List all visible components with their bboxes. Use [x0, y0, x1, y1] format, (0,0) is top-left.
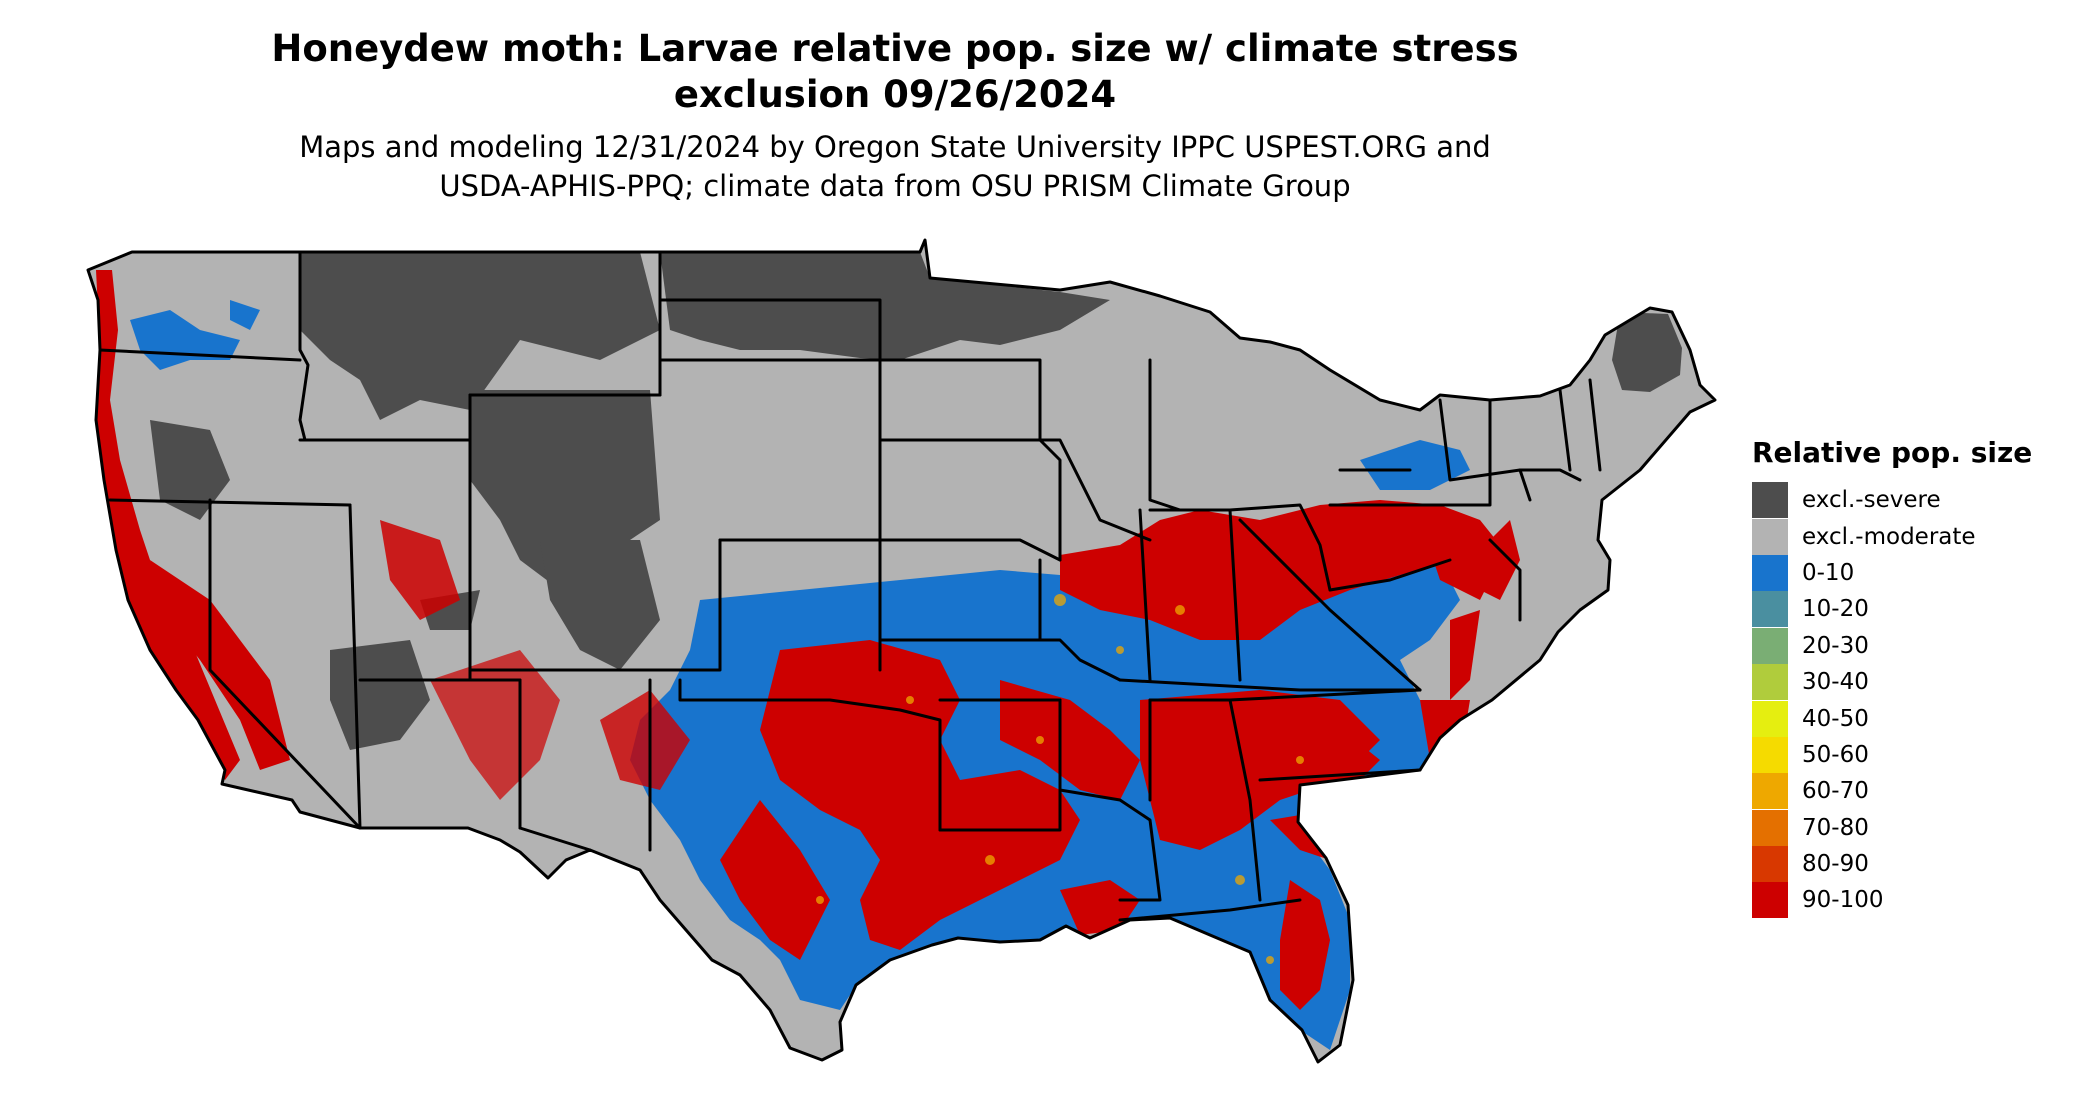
legend-swatch — [1752, 809, 1788, 846]
legend: Relative pop. size excl.-severe excl.-mod… — [1752, 436, 2032, 919]
legend-items: excl.-severe excl.-moderate 0-10 10-20 20-30… — [1752, 482, 2032, 919]
legend-label: 0-10 — [1802, 559, 1855, 586]
subtitle-line-2: USDA-APHIS-PPQ; climate data from OSU PR… — [439, 169, 1351, 203]
legend-swatch — [1752, 591, 1788, 628]
legend-item: 50-60 — [1752, 736, 2032, 773]
legend-swatch — [1752, 846, 1788, 883]
legend-item: excl.-moderate — [1752, 518, 2032, 555]
legend-swatch — [1752, 736, 1788, 773]
legend-swatch — [1752, 518, 1788, 555]
high-population-zones — [96, 270, 1520, 1010]
title-line-1: Honeydew moth: Larvae relative pop. size… — [271, 27, 1519, 70]
legend-item: 70-80 — [1752, 809, 2032, 846]
legend-item: 80-90 — [1752, 846, 2032, 883]
legend-label: 50-60 — [1802, 741, 1869, 768]
map-subtitle: Maps and modeling 12/31/2024 by Oregon S… — [180, 128, 1610, 206]
legend-swatch — [1752, 700, 1788, 737]
legend-label: excl.-moderate — [1802, 523, 1976, 550]
legend-label: 30-40 — [1802, 669, 1869, 696]
subtitle-line-1: Maps and modeling 12/31/2024 by Oregon S… — [299, 130, 1491, 164]
state-borders — [86, 238, 1717, 1064]
legend-swatch — [1752, 773, 1788, 810]
legend-label: 10-20 — [1802, 596, 1869, 623]
legend-item: 90-100 — [1752, 882, 2032, 919]
legend-item: 60-70 — [1752, 773, 2032, 810]
legend-label: 60-70 — [1802, 778, 1869, 805]
map-canvas — [86, 238, 1717, 1064]
legend-item: 20-30 — [1752, 627, 2032, 664]
legend-swatch — [1752, 482, 1788, 519]
legend-item: 10-20 — [1752, 591, 2032, 628]
legend-label: 70-80 — [1802, 814, 1869, 841]
legend-label: 80-90 — [1802, 851, 1869, 878]
legend-swatch — [1752, 627, 1788, 664]
transition-zones — [816, 594, 1304, 964]
legend-label: excl.-severe — [1802, 487, 1941, 514]
legend-item: 0-10 — [1752, 554, 2032, 591]
legend-swatch — [1752, 664, 1788, 701]
map-title: Honeydew moth: Larvae relative pop. size… — [180, 26, 1610, 118]
legend-item: 30-40 — [1752, 664, 2032, 701]
legend-label: 40-50 — [1802, 705, 1869, 732]
legend-swatch — [1752, 554, 1788, 591]
title-line-2: exclusion 09/26/2024 — [673, 73, 1117, 116]
legend-item: excl.-severe — [1752, 482, 2032, 519]
legend-title: Relative pop. size — [1752, 436, 2033, 469]
legend-swatch — [1752, 882, 1788, 919]
legend-item: 40-50 — [1752, 700, 2032, 737]
legend-label: 20-30 — [1802, 632, 1869, 659]
legend-label: 90-100 — [1802, 887, 1884, 914]
